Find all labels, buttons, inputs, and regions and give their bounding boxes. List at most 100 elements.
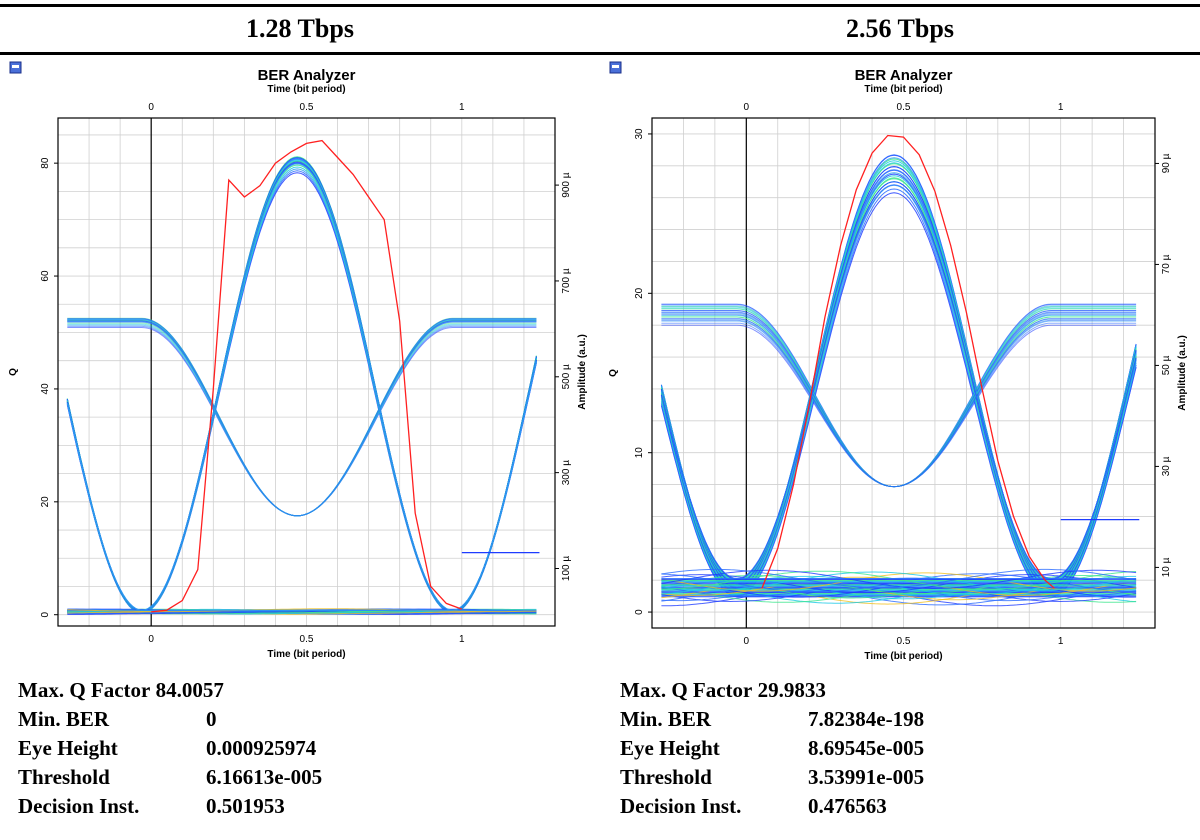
y2-tick-label: 10 µ xyxy=(1161,557,1172,577)
y2-tick-label: 700 µ xyxy=(561,268,572,293)
eye-trace-transition-right xyxy=(66,357,537,613)
eye-trace-valley xyxy=(67,319,537,517)
eye-trace-floor xyxy=(661,571,1137,591)
eye-trace-valley xyxy=(67,319,537,517)
stat-label: Decision Inst. xyxy=(18,794,140,818)
eye-trace-valley xyxy=(67,320,537,517)
y2-tick-label: 50 µ xyxy=(1161,355,1172,375)
eye-trace-transition-right xyxy=(660,346,1137,586)
x-tick-label-bottom: 0.5 xyxy=(300,634,314,645)
y-tick-label: 30 xyxy=(634,128,645,140)
eye-trace-transition-right xyxy=(66,361,537,611)
eye-trace-pulse xyxy=(661,173,1137,593)
eye-trace-transition-left xyxy=(660,348,1137,591)
eye-trace-transition-left xyxy=(66,362,537,614)
x-tick-label-top: 0 xyxy=(148,102,154,113)
stat-row: Threshold 3.53991e-005 xyxy=(620,763,924,792)
stat-label: Min. BER xyxy=(18,707,110,731)
eye-trace-transition-left xyxy=(660,359,1137,579)
eye-trace-transition-left xyxy=(660,355,1137,593)
eye-trace-transition-left xyxy=(660,346,1137,590)
eye-trace-valley xyxy=(661,312,1137,488)
chart-title: BER Analyzer xyxy=(855,67,953,84)
y2-tick-label: 900 µ xyxy=(561,172,572,197)
plot-frame xyxy=(57,117,556,627)
eye-trace-floor xyxy=(67,608,537,613)
q-factor-curve xyxy=(151,139,463,613)
y2-tick-label: 300 µ xyxy=(561,460,572,485)
x-tick-label-bottom: 1 xyxy=(1058,636,1064,647)
eye-trace-transition-right xyxy=(66,360,537,611)
y2-tick-label: 500 µ xyxy=(561,364,572,389)
eye-trace-pulse xyxy=(67,162,537,611)
eye-trace-pulse xyxy=(67,156,537,613)
eye-trace-transition-right xyxy=(660,355,1137,593)
y2-tick-label: 70 µ xyxy=(1161,254,1172,274)
eye-trace-pulse xyxy=(661,154,1137,589)
eye-trace-valley xyxy=(661,314,1137,488)
eye-trace-pulse xyxy=(661,177,1137,594)
icon-bar xyxy=(12,65,19,68)
y-tick-label: 20 xyxy=(40,496,51,508)
icon-bar xyxy=(612,65,619,68)
eye-trace-transition-right xyxy=(660,355,1137,581)
stat-value: 3.53991e-005 xyxy=(808,765,925,789)
y-axis-label: Q xyxy=(8,368,19,376)
eye-trace-valley xyxy=(661,314,1137,488)
eye-trace-transition-left xyxy=(660,364,1137,597)
ber-analyzer-app-icon xyxy=(9,61,22,74)
eye-trace-pulse xyxy=(661,181,1137,595)
eye-trace-valley xyxy=(661,310,1137,488)
eye-trace-transition-right xyxy=(66,358,537,612)
y2-axis-label: Amplitude (a.u.) xyxy=(1177,335,1188,411)
eye-trace-transition-left xyxy=(66,360,537,614)
stat-row: Threshold 6.16613e-005 xyxy=(18,763,322,792)
eye-trace-transition-left xyxy=(66,358,537,613)
stat-value: 0.476563 xyxy=(808,794,887,818)
eye-trace-pulse xyxy=(67,168,537,614)
eye-trace-transition-left xyxy=(66,357,537,613)
eye-trace-pulse xyxy=(661,188,1137,597)
eye-trace-valley xyxy=(661,316,1137,488)
eye-trace-valley xyxy=(661,308,1137,488)
stat-row: Eye Height 0.000925974 xyxy=(18,734,322,763)
eye-trace-pulse xyxy=(661,160,1137,586)
eye-trace-valley xyxy=(661,303,1137,488)
eye-trace-transition-left xyxy=(66,356,537,612)
eye-trace-valley xyxy=(67,325,537,517)
eye-trace-pulse xyxy=(661,184,1137,596)
eye-trace-transition-left xyxy=(660,346,1137,586)
eye-trace-transition-left xyxy=(66,357,537,612)
eye-trace-valley xyxy=(67,320,537,517)
stats-table-right: Max. Q Factor 29.9833 Min. BER 7.82384e-19… xyxy=(620,676,924,821)
eye-trace-transition-right xyxy=(660,345,1137,587)
eye-trace-transition-right xyxy=(660,364,1137,597)
eye-trace-pulse xyxy=(67,163,537,611)
x-tick-label-top: 1 xyxy=(1058,102,1064,113)
eye-trace-pulse xyxy=(661,163,1137,586)
eye-trace-valley xyxy=(661,305,1137,488)
eye-trace-transition-right xyxy=(66,355,537,613)
eye-trace-transition-left xyxy=(66,359,537,612)
eye-trace-pulse xyxy=(661,192,1137,598)
eye-trace-pulse xyxy=(661,158,1137,590)
eye-trace-valley xyxy=(67,320,537,517)
eye-trace-pulse xyxy=(67,159,537,612)
eye-trace-valley xyxy=(661,313,1137,488)
eye-trace-transition-left xyxy=(660,352,1137,583)
x-tick-label-top: 0.5 xyxy=(300,102,314,113)
x-tick-label-bottom: 0 xyxy=(744,636,750,647)
eye-trace-transition-right xyxy=(660,366,1137,598)
stat-row: Min. BER 7.82384e-198 xyxy=(620,705,924,734)
eye-trace-pulse xyxy=(67,170,537,614)
x-tick-label-bottom: 1 xyxy=(459,634,465,645)
stat-row: Max. Q Factor 29.9833 xyxy=(620,676,924,705)
eye-trace-transition-left xyxy=(660,357,1137,594)
top-rule xyxy=(0,4,1200,7)
header-2-56-tbps: 2.56 Tbps xyxy=(846,14,954,43)
eye-trace-pulse xyxy=(661,172,1137,583)
x-axis-label: Time (bit period) xyxy=(267,649,345,660)
eye-trace-pulse xyxy=(661,169,1137,584)
eye-trace-pulse xyxy=(67,158,537,612)
x-axis-label: Time (bit period) xyxy=(864,651,942,662)
